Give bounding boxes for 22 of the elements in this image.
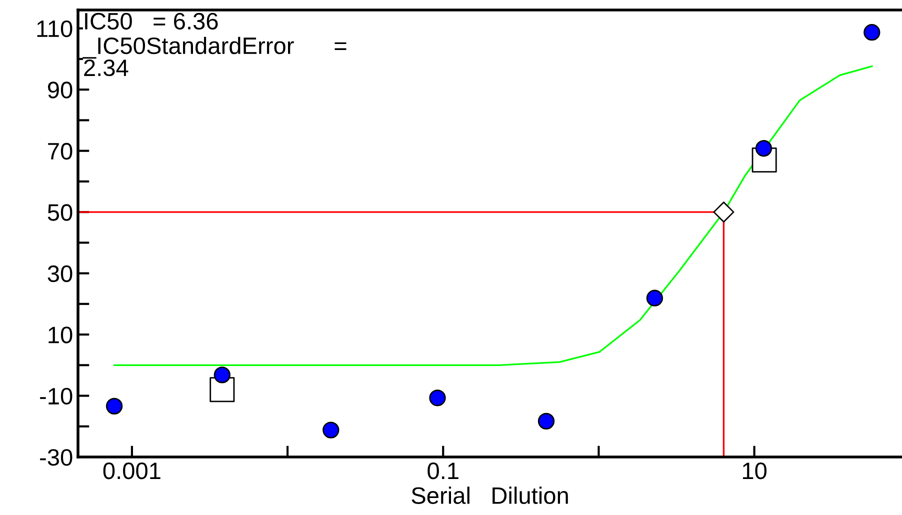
point xyxy=(864,24,880,41)
point xyxy=(106,398,123,415)
x-tick-label: 10 xyxy=(742,462,766,480)
y-tick-label: 30 xyxy=(48,265,72,282)
point xyxy=(429,390,446,406)
y-tick-label: -30 xyxy=(40,449,72,466)
y-tick-label: 50 xyxy=(48,204,72,221)
y-tick-label: 110 xyxy=(37,20,72,38)
x-tick-label: 0.001 xyxy=(103,462,160,480)
annotation: _IC50StandardError = 2.34 xyxy=(82,36,346,76)
y-tick-label: 90 xyxy=(48,82,72,98)
x-axis-title: Serial Dilution xyxy=(412,486,568,504)
y-tick-label: -10 xyxy=(40,388,72,405)
annotation: IC50 = 6.36 xyxy=(85,12,218,30)
x-tick-label: 0.1 xyxy=(428,462,458,480)
point xyxy=(646,290,664,306)
point xyxy=(214,366,230,384)
point xyxy=(322,422,340,438)
y-tick-label: 70 xyxy=(48,142,72,160)
point xyxy=(755,140,772,157)
point xyxy=(538,412,555,430)
y-tick-label: 10 xyxy=(48,326,72,344)
